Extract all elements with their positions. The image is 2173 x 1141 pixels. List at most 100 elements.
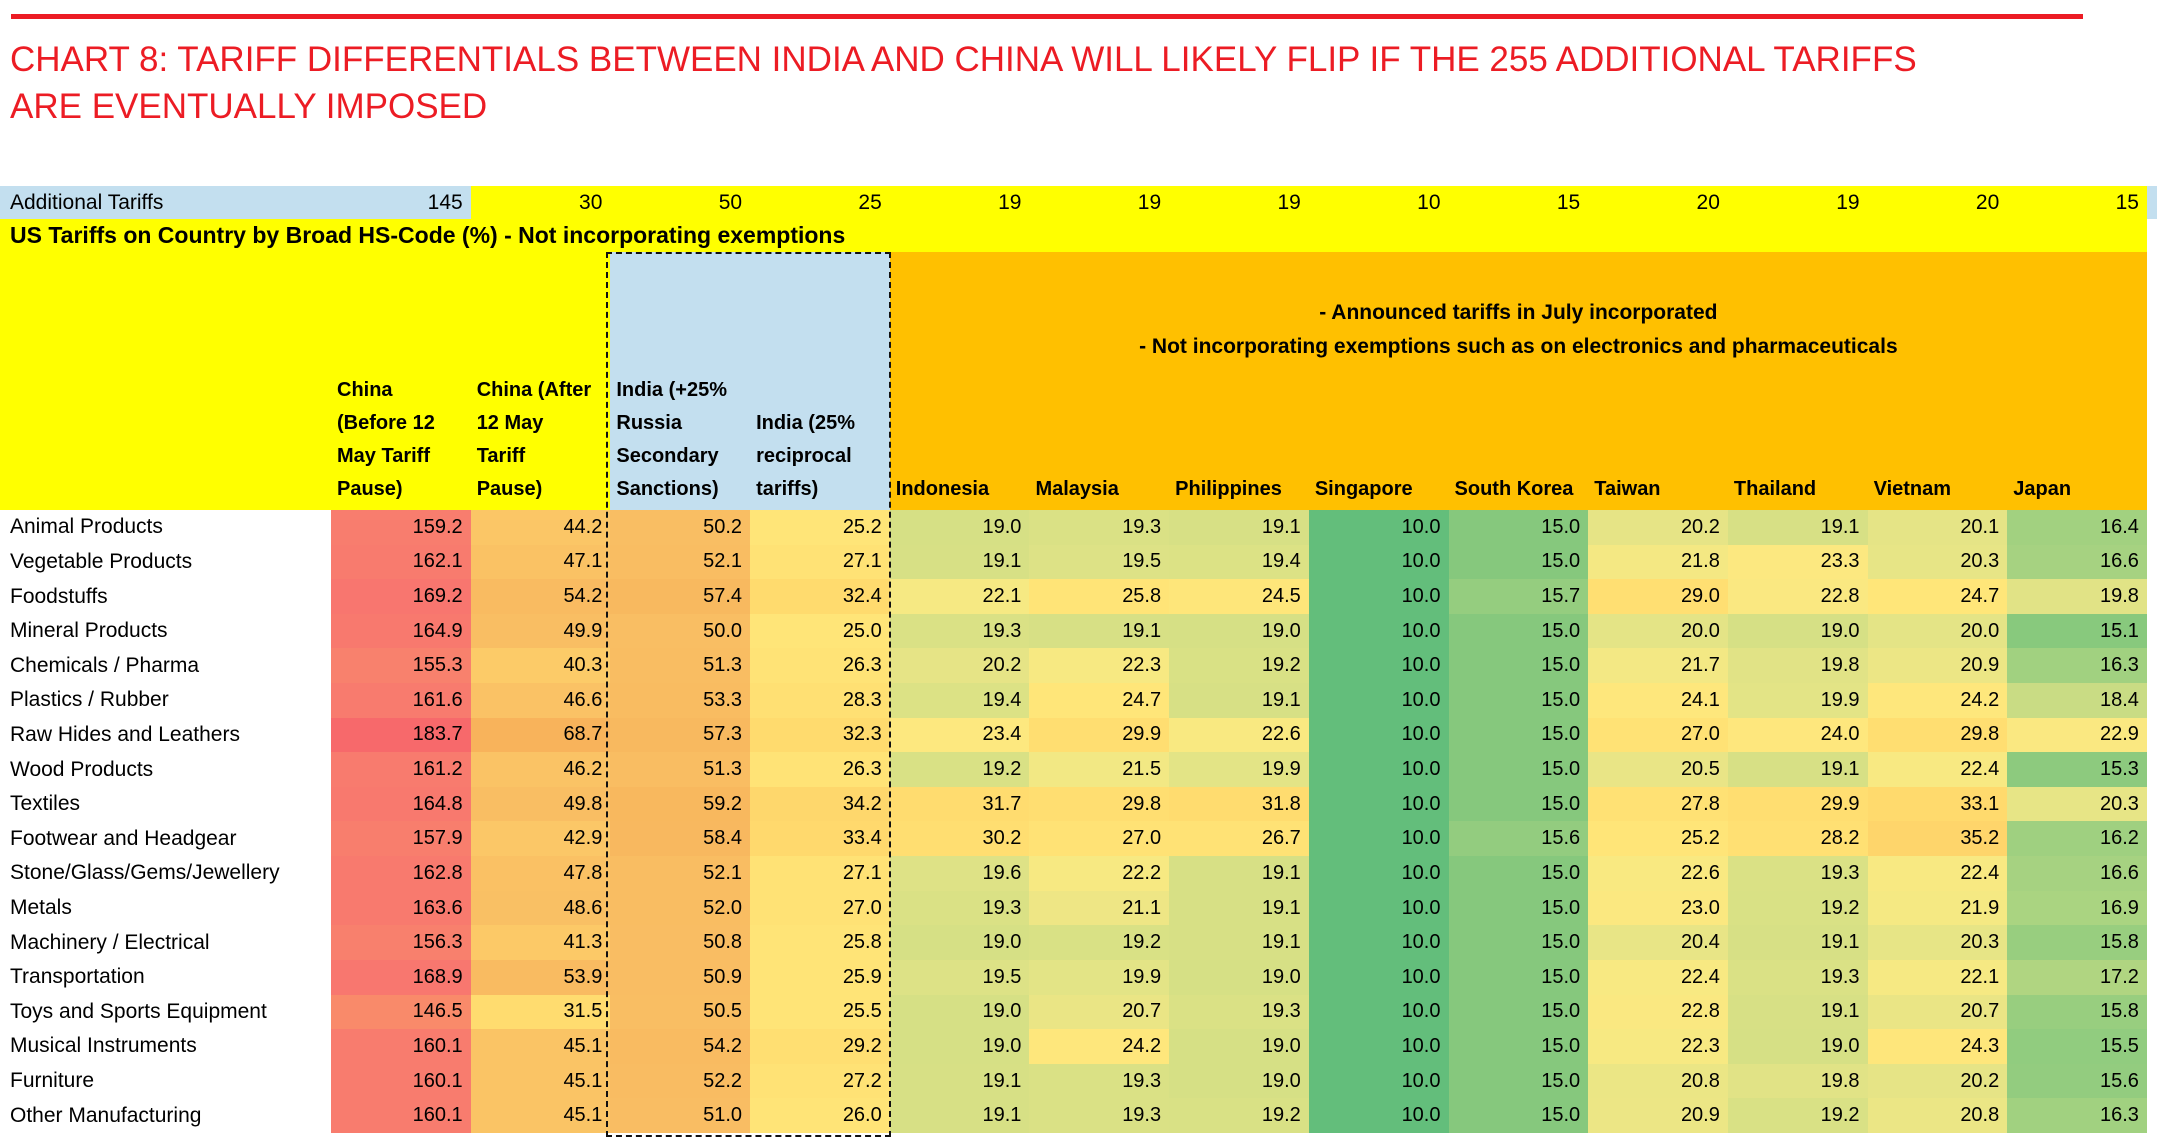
data-cell: 51.3 [610, 752, 751, 787]
data-cell: 27.8 [1588, 786, 1728, 822]
row-label: Textiles [0, 786, 331, 822]
data-cell: 159.2 [331, 510, 471, 545]
data-cell: 10.0 [1308, 683, 1449, 718]
data-cell: 183.7 [331, 717, 471, 753]
row-label: Wood Products [0, 752, 331, 787]
data-cell: 57.4 [610, 579, 751, 614]
data-cell: 53.9 [470, 959, 611, 995]
data-cell: 19.4 [889, 683, 1030, 718]
data-cell: 45.1 [470, 1063, 611, 1099]
table-row: Musical Instruments 160.1 45.1 54.2 29.2 19.0… [0, 1029, 2173, 1064]
data-cell: 21.5 [1029, 752, 1170, 787]
table-row: Footwear and Headgear 157.9 42.9 58.4 33.4 30… [0, 821, 2173, 857]
column-header-philippines: Philippines [1175, 478, 1282, 500]
data-cell: 31.5 [470, 994, 611, 1030]
column-header-taiwan: Taiwan [1594, 478, 1661, 500]
data-cell: 15.7 [1448, 579, 1589, 614]
row-label: Animal Products [0, 510, 331, 545]
data-cell: 19.1 [1727, 752, 1868, 787]
additional-tariffs-label: Additional Tariffs [0, 186, 331, 219]
data-cell: 22.9 [2007, 717, 2147, 753]
data-cell: 52.1 [610, 856, 751, 891]
row-label: Vegetable Products [0, 544, 331, 580]
data-cell: 24.5 [1169, 579, 1309, 614]
data-cell: 54.2 [610, 1029, 751, 1064]
data-cell: 19.5 [889, 959, 1030, 995]
header-notes: - Announced tariffs in July incorporated… [890, 296, 2147, 364]
row-label: Mineral Products [0, 613, 331, 649]
data-cell: 29.2 [750, 1029, 890, 1064]
table-row: Toys and Sports Equipment 146.5 31.5 50.5 25… [0, 994, 2173, 1030]
data-cell: 50.8 [610, 925, 751, 960]
data-cell: 19.0 [889, 510, 1030, 545]
data-cell: 15.0 [1448, 890, 1589, 926]
data-cell: 19.1 [1727, 994, 1868, 1030]
data-cell: 19.2 [1169, 648, 1309, 684]
table-row: Transportation 168.9 53.9 50.9 25.9 19.5 19.9 1… [0, 959, 2173, 995]
data-cell: 19.8 [1727, 648, 1868, 684]
data-cell: 19.2 [1727, 890, 1868, 926]
column-header-singapore: Singapore [1314, 478, 1413, 500]
data-cell: 10.0 [1308, 890, 1449, 926]
data-cell: 19.8 [1727, 1063, 1868, 1099]
table-row: Foodstuffs 169.2 54.2 57.4 32.4 22.1 25.8 24.5 1… [0, 579, 2173, 614]
column-header-china-before-12-may-tariff-pause: China (Before 12 May Tariff Pause) [337, 379, 435, 500]
header-bg-orange [889, 252, 2147, 510]
data-cell: 19.1 [1169, 510, 1309, 545]
data-cell: 53.3 [610, 683, 751, 718]
data-cell: 22.4 [1867, 856, 2008, 891]
data-cell: 18.4 [2007, 683, 2147, 718]
data-cell: 27.2 [750, 1063, 890, 1099]
data-cell: 10.0 [1308, 1029, 1449, 1064]
column-header-indonesia: Indonesia [895, 478, 990, 500]
data-cell: 35.2 [1867, 821, 2008, 857]
table-row: Raw Hides and Leathers 183.7 68.7 57.3 32.3 2… [0, 717, 2173, 753]
data-cell: 24.7 [1867, 579, 2008, 614]
row-label: Metals [0, 890, 331, 926]
data-cell: 16.6 [2007, 544, 2147, 580]
data-cell: 19.5 [1029, 544, 1170, 580]
data-cell: 15.0 [1448, 683, 1589, 718]
data-cell: 19.4 [1169, 544, 1309, 580]
data-cell: 40.3 [470, 648, 611, 684]
data-cell: 168.9 [331, 959, 471, 995]
chart-title: CHART 8: TARIFF DIFFERENTIALS BETWEEN IN… [10, 36, 1917, 130]
data-cell: 29.0 [1588, 579, 1728, 614]
data-cell: 20.3 [1867, 544, 2008, 580]
data-cell: 20.0 [1588, 613, 1728, 649]
data-cell: 25.2 [750, 510, 890, 545]
data-cell: 31.8 [1169, 786, 1309, 822]
data-cell: 50.9 [610, 959, 751, 995]
data-cell: 25.9 [750, 959, 890, 995]
data-cell: 28.2 [1727, 821, 1868, 857]
data-cell: 27.1 [750, 856, 890, 891]
data-cell: 161.2 [331, 752, 471, 787]
data-cell: 19.9 [1029, 959, 1170, 995]
header-bg-yellow [0, 252, 611, 510]
additional-tariff-value: 19 [1727, 186, 1868, 219]
chart-title-line1: CHART 8: TARIFF DIFFERENTIALS BETWEEN IN… [10, 40, 1917, 79]
table-subtitle: US Tariffs on Country by Broad HS-Code (… [0, 219, 2147, 252]
table-row: Other Manufacturing 160.1 45.1 51.0 26.0 19.1… [0, 1098, 2173, 1133]
data-cell: 19.3 [889, 890, 1030, 926]
data-cell: 68.7 [470, 717, 611, 753]
data-cell: 45.1 [470, 1029, 611, 1064]
additional-tariff-value: 15 [2007, 186, 2147, 219]
data-cell: 16.3 [2007, 1098, 2147, 1133]
additional-tariffs-row: Additional Tariffs 145 30 50 25 19 19 19 10 15 20 1… [0, 186, 2173, 219]
data-cell: 19.1 [889, 544, 1030, 580]
data-cell: 156.3 [331, 925, 471, 960]
data-cell: 49.8 [470, 786, 611, 822]
data-cell: 15.0 [1448, 648, 1589, 684]
data-cell: 24.2 [1029, 1029, 1170, 1064]
data-cell: 20.1 [1867, 510, 2008, 545]
data-cell: 44.2 [470, 510, 611, 545]
data-cell: 25.8 [750, 925, 890, 960]
data-cell: 58.4 [610, 821, 751, 857]
data-cell: 15.0 [1448, 544, 1589, 580]
data-cell: 24.0 [1727, 717, 1868, 753]
data-cell: 19.2 [1029, 925, 1170, 960]
data-cell: 15.6 [1448, 821, 1589, 857]
data-cell: 27.0 [1029, 821, 1170, 857]
